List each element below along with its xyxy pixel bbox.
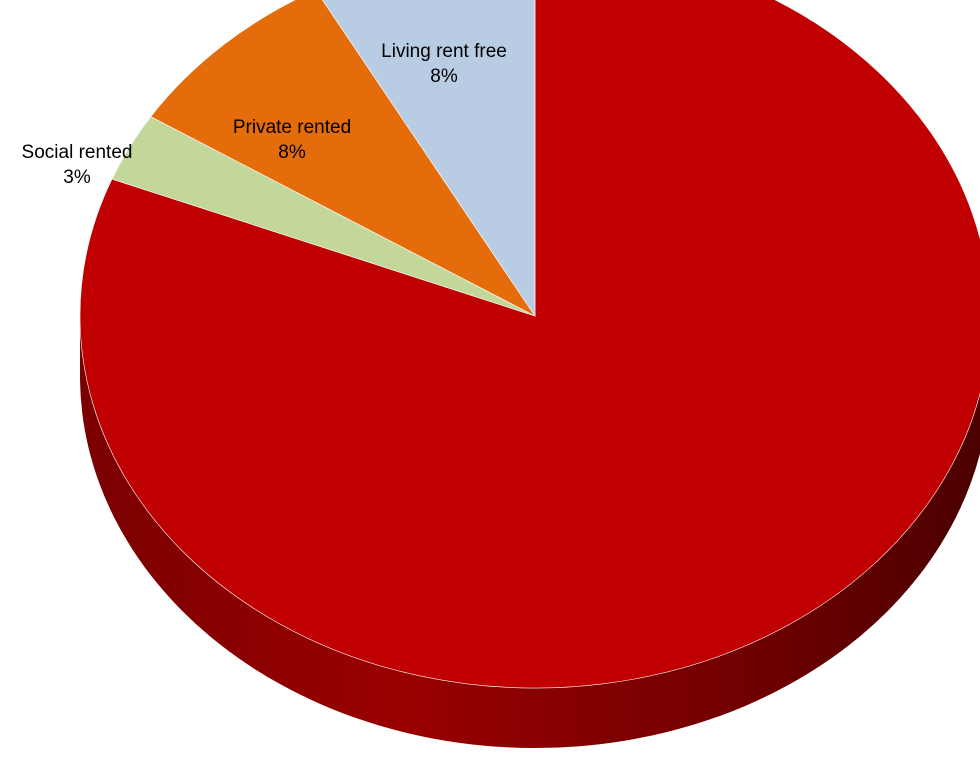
slice-private-rented: [150, 0, 536, 317]
slice-value-label: 8%: [430, 66, 458, 87]
slice-label-private-rented: Private rented 8%: [233, 117, 351, 163]
pie-side-wall: [80, 316, 980, 748]
slice-value-label: 81%: [755, 575, 793, 596]
slice-side-owned: [80, 316, 980, 748]
slice-living-rent-free: [322, 0, 536, 317]
slice-value-label: 3%: [63, 167, 91, 188]
slice-owned: [79, 0, 980, 689]
slice-category-label: Private rented: [233, 117, 351, 138]
slice-category-label: Owned: [744, 550, 804, 571]
pie-top-face: [79, 0, 980, 689]
slice-label-owned: Owned 81%: [744, 550, 804, 596]
slice-label-social-rented: Social rented 3%: [22, 142, 133, 188]
slice-label-living-rent-free: Living rent free 8%: [381, 41, 507, 87]
slice-category-label: Living rent free: [381, 41, 507, 62]
pie-labels: Owned 81%Social rented 3%Private rented 8%L…: [22, 41, 805, 596]
slice-value-label: 8%: [278, 142, 306, 163]
slice-category-label: Social rented: [22, 142, 133, 163]
